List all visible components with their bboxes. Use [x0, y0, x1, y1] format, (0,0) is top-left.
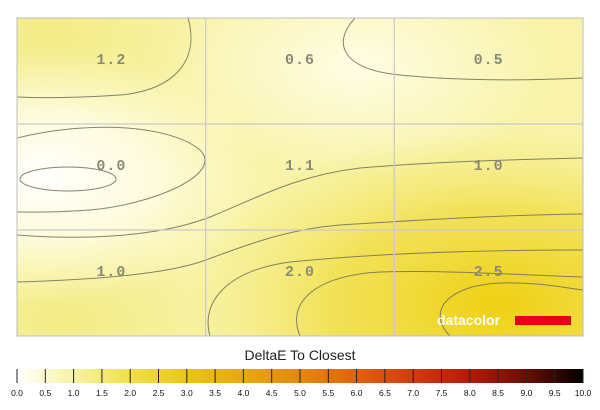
logo-bar: [515, 316, 571, 325]
cell-value-label: 0.5: [474, 52, 504, 69]
colorbar-tick-label: 3.0: [181, 388, 193, 398]
colorbar-tick-label: 5.0: [294, 388, 306, 398]
contour-line: [207, 249, 583, 336]
contour-line: [342, 18, 583, 81]
colorbar-tick-label: 0.0: [11, 388, 23, 398]
colorbar-tick-label: 4.5: [266, 388, 278, 398]
heat-field: datacolor 1.2 0.6 0.5 0.0 1.1 1.0 1.0 2.0 2.5: [17, 18, 583, 336]
colorbar-tick-label: 9.0: [520, 388, 532, 398]
colorbar-tick-label: 1.0: [68, 388, 80, 398]
colorbar-tick-label: 8.5: [492, 388, 504, 398]
grid-lines: [17, 18, 583, 336]
colorbar-title: DeltaE To Closest: [244, 347, 355, 363]
cell-value-label: 2.5: [474, 264, 504, 281]
colorbar-tick-label: 2.0: [124, 388, 136, 398]
datacolor-logo: datacolor: [437, 312, 571, 328]
contour-line: [17, 157, 583, 238]
contour-line: [296, 271, 583, 336]
colorbar-tick-label: 9.5: [549, 388, 561, 398]
cell-labels: 1.2 0.6 0.5 0.0 1.1 1.0 1.0 2.0 2.5: [96, 52, 504, 281]
colorbar-tick-label: 10.0: [575, 388, 592, 398]
colorbar-tick-label: 0.5: [39, 388, 51, 398]
cell-value-label: 0.6: [285, 52, 315, 69]
colorbar-tick-label: 7.5: [436, 388, 448, 398]
colorbar-tick-label: 2.5: [153, 388, 165, 398]
colorbar-tick-label: 1.5: [96, 388, 108, 398]
colorbar-tick-label: 3.5: [209, 388, 221, 398]
logo-text: datacolor: [437, 312, 501, 328]
colorbar-tick-label: 7.0: [407, 388, 419, 398]
cell-value-label: 1.1: [285, 158, 315, 175]
colorbar-tick-label: 4.0: [237, 388, 249, 398]
contour-line: [17, 126, 206, 213]
contour-line: [439, 282, 583, 336]
contour-lines: [17, 18, 583, 336]
contour-line: [19, 166, 117, 192]
cell-value-label: 1.2: [96, 52, 126, 69]
colorbar-tick-label: 5.5: [322, 388, 334, 398]
colorbar-tick-label: 8.0: [464, 388, 476, 398]
contour-line: [17, 18, 192, 99]
plot-border: [16, 17, 584, 337]
cell-value-label: 0.0: [96, 158, 126, 175]
contour-line: [17, 213, 583, 283]
colorbar-ticks: 0.0 0.5 1.0 1.5 2.0 2.5 3.0 3.5 4.0 4.5 5.0 5.5 6.0 6…: [11, 369, 592, 398]
cell-value-label: 1.0: [96, 264, 126, 281]
colorbar-tick-label: 6.0: [351, 388, 363, 398]
colorbar-tick-label: 6.5: [379, 388, 391, 398]
cell-value-label: 1.0: [474, 158, 504, 175]
cell-value-label: 2.0: [285, 264, 315, 281]
